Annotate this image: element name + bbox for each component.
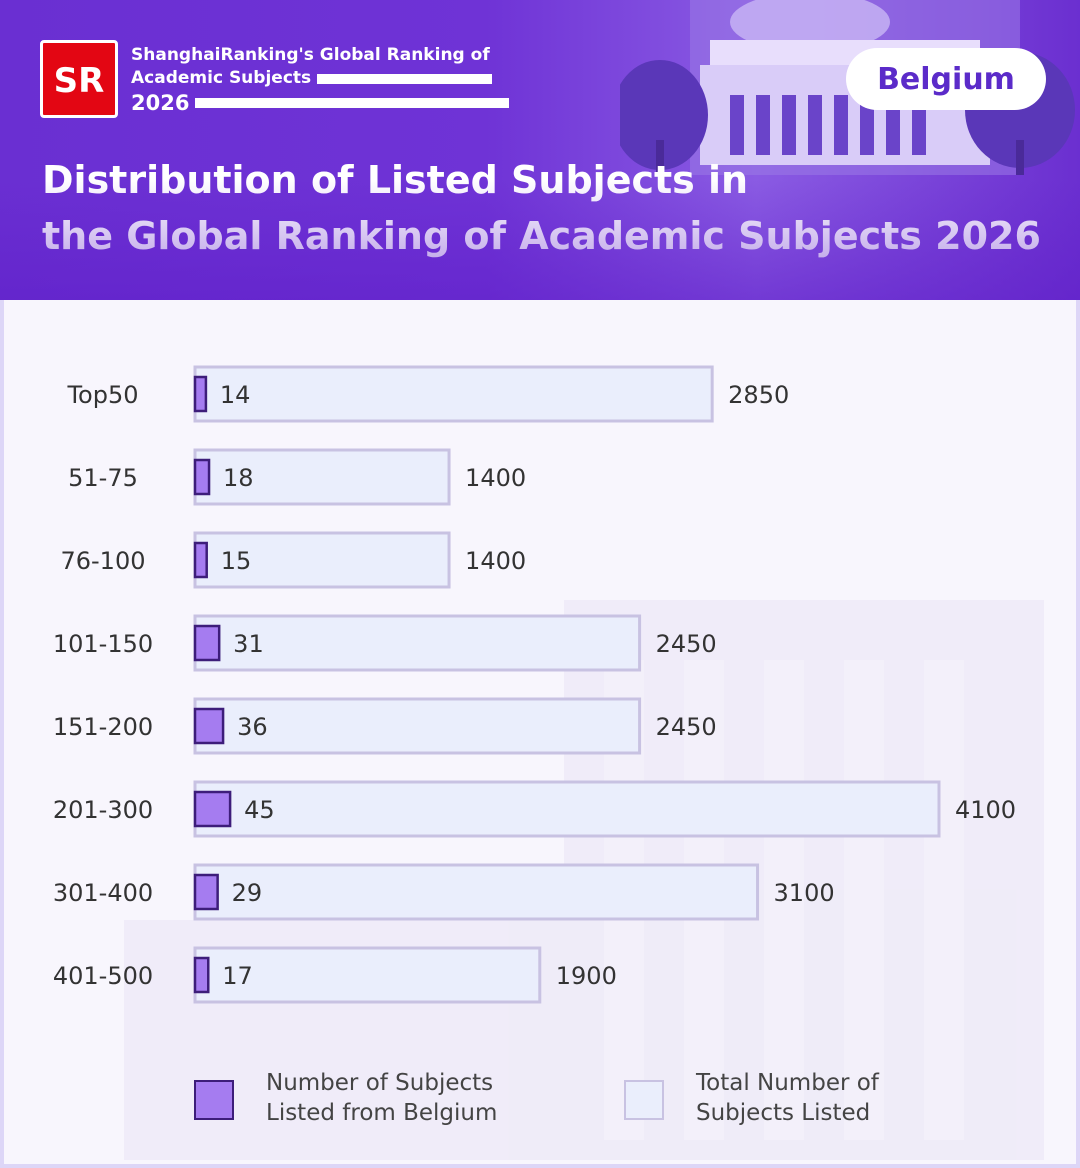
total-value-label: 1900: [556, 962, 617, 990]
legend-item-total: Total Number of Subjects Listed: [624, 1068, 946, 1128]
legend-label-line: Listed from Belgium: [266, 1100, 498, 1126]
country-bar: [193, 790, 232, 828]
total-value-label: 1400: [465, 464, 526, 492]
country-bar: [193, 624, 221, 662]
university-building-illustration: [620, 0, 1075, 175]
category-label: Top50: [66, 381, 138, 409]
category-label: 51-75: [68, 464, 138, 492]
category-label: 76-100: [60, 547, 145, 575]
category-label: 151-200: [53, 713, 153, 741]
legend-label-line: Number of Subjects: [266, 1070, 494, 1096]
country-value-label: 14: [220, 381, 251, 409]
country-bar: [193, 873, 219, 911]
legend-label-country: Number of Subjects Listed from Belgium: [266, 1068, 516, 1128]
country-value-label: 31: [233, 630, 264, 658]
header-banner: SR ShanghaiRanking's Global Ranking of A…: [0, 0, 1080, 300]
brand-year: 2026: [131, 91, 190, 115]
total-value-label: 3100: [774, 879, 835, 907]
brand-line-1: ShanghaiRanking's Global Ranking of: [131, 45, 490, 65]
country-value-label: 17: [222, 962, 253, 990]
legend-label-line: Total Number of: [696, 1070, 879, 1096]
total-bar: [193, 863, 760, 921]
country-value-label: 15: [221, 547, 252, 575]
brand-name: ShanghaiRanking's Global Ranking of Acad…: [131, 44, 510, 116]
country-bar: [193, 707, 225, 745]
brand-underline: [195, 98, 510, 108]
category-label: 201-300: [53, 796, 153, 824]
country-bar: [193, 956, 210, 994]
total-bar: [193, 365, 714, 423]
brand-underline: [317, 73, 493, 84]
country-bar: [193, 458, 211, 496]
total-value-label: 4100: [955, 796, 1016, 824]
country-value-label: 18: [223, 464, 254, 492]
total-value-label: 2450: [656, 630, 717, 658]
country-value-label: 36: [237, 713, 268, 741]
brand-line-2: Academic Subjects: [131, 68, 312, 88]
category-label: 401-500: [53, 962, 153, 990]
legend-label-line: Subjects Listed: [696, 1100, 871, 1126]
country-badge: Belgium: [846, 48, 1046, 110]
legend-item-country: Number of Subjects Listed from Belgium: [194, 1068, 516, 1128]
svg-text:SR: SR: [54, 61, 105, 101]
total-value-label: 2850: [728, 381, 789, 409]
legend-swatch-total: [624, 1080, 664, 1120]
country-bar: [193, 541, 208, 579]
category-label: 101-150: [53, 630, 153, 658]
total-value-label: 1400: [465, 547, 526, 575]
country-value-label: 45: [244, 796, 275, 824]
shanghairanking-logo: SR: [40, 40, 118, 118]
total-value-label: 2450: [656, 713, 717, 741]
legend-label-total: Total Number of Subjects Listed: [696, 1068, 946, 1128]
total-bar: [193, 697, 642, 755]
total-bar: [193, 780, 941, 838]
legend-swatch-country: [194, 1080, 234, 1120]
country-bar: [193, 375, 208, 413]
category-label: 301-400: [53, 879, 153, 907]
total-bar: [193, 946, 542, 1004]
total-bar: [193, 614, 642, 672]
country-value-label: 29: [232, 879, 263, 907]
